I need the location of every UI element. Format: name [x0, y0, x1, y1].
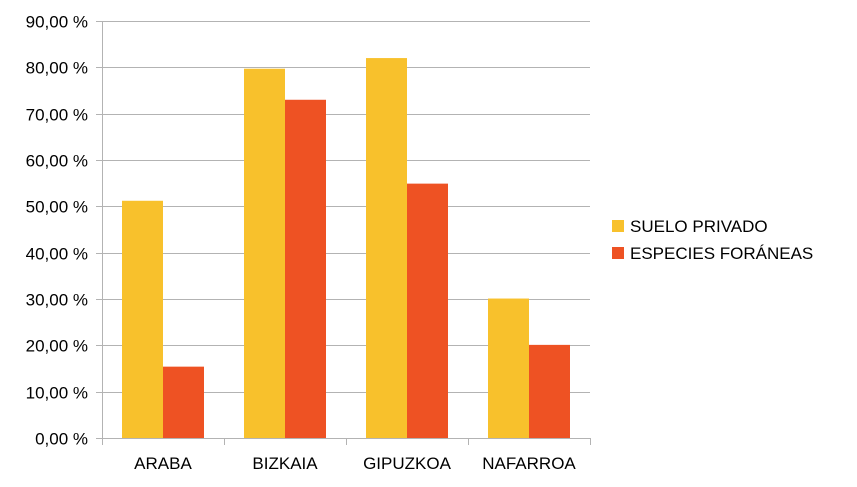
x-tick-label: GIPUZKOA	[363, 454, 452, 473]
legend-swatch	[612, 247, 624, 259]
y-tick-label: 30,00 %	[26, 291, 88, 310]
legend: SUELO PRIVADO ESPECIES FORÁNEAS	[612, 217, 813, 263]
legend-label: SUELO PRIVADO	[630, 217, 768, 236]
y-tick-label: 0,00 %	[35, 430, 88, 449]
axes	[96, 21, 591, 445]
legend-swatch	[612, 220, 624, 232]
bar-gipuzkoa-series-1	[366, 58, 407, 439]
y-tick-label: 70,00 %	[26, 106, 88, 125]
bar-nafarroa-series-2	[529, 344, 570, 438]
x-tick-label: BIZKAIA	[252, 454, 318, 473]
bar-bizkaia-series-2	[285, 99, 326, 439]
y-tick-label: 50,00 %	[26, 198, 88, 217]
x-tick-label: NAFARROA	[482, 454, 576, 473]
y-tick-label: 60,00 %	[26, 152, 88, 171]
legend-label: ESPECIES FORÁNEAS	[630, 244, 813, 263]
y-tick-label: 20,00 %	[26, 337, 88, 356]
bar-bizkaia-series-1	[244, 68, 285, 439]
bar-gipuzkoa-series-2	[407, 183, 448, 438]
y-tick-label: 80,00 %	[26, 59, 88, 78]
bar-araba-series-1	[122, 200, 163, 438]
bar-nafarroa-series-1	[488, 298, 529, 438]
y-tick-label: 10,00 %	[26, 384, 88, 403]
x-tick-label: ARABA	[134, 454, 192, 473]
bar-araba-series-2	[163, 366, 204, 438]
bars	[122, 58, 570, 439]
x-axis-tick-labels: ARABA BIZKAIA GIPUZKOA NAFARROA	[134, 454, 576, 473]
y-tick-label: 90,00 %	[26, 13, 88, 32]
y-axis-tick-labels: 0,00 % 10,00 % 20,00 % 30,00 % 40,00 % 50,00 …	[26, 13, 88, 449]
y-tick-label: 40,00 %	[26, 245, 88, 264]
